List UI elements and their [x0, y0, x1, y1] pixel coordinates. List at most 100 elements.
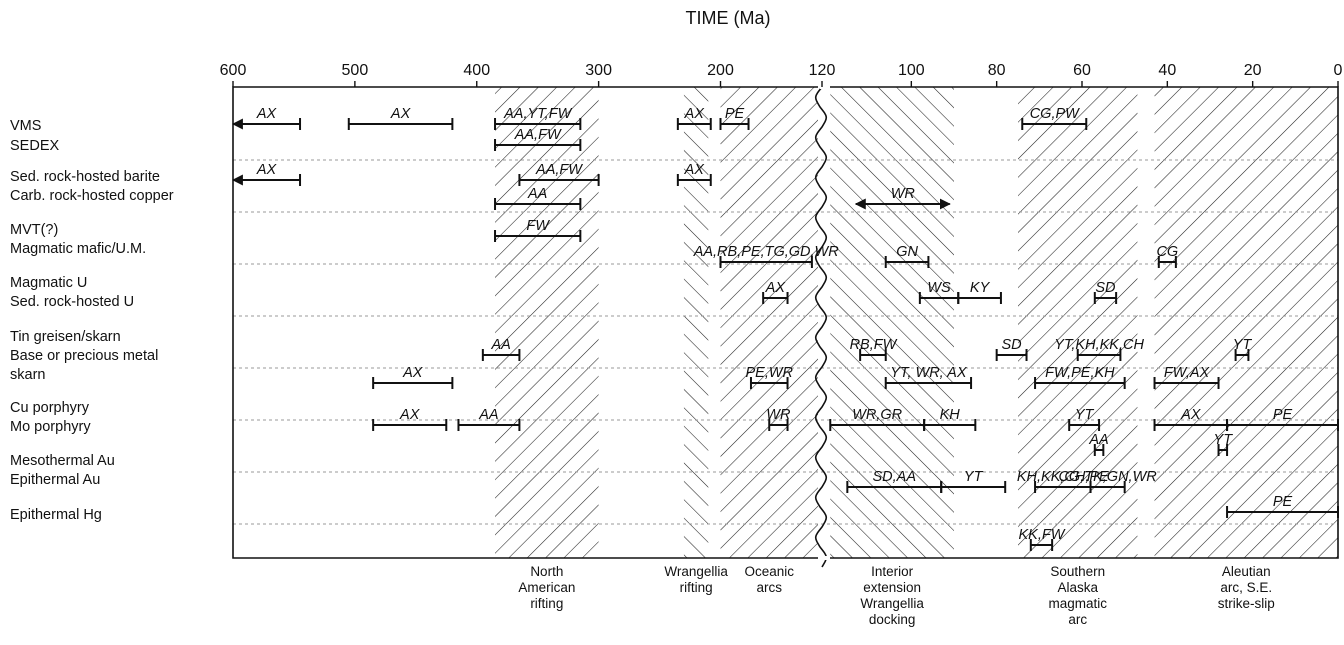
region-code-label-25: PE,WR [745, 365, 793, 381]
category-label: skarn [10, 367, 45, 383]
region-code-label-41: SD,AA [873, 469, 917, 485]
period-label-line: rifting [680, 580, 713, 595]
region-code-label-3: AX [684, 106, 706, 122]
period-label-line: Oceanic [744, 564, 794, 579]
tick-label-0: 0 [1334, 62, 1343, 79]
region-code-label-22: SD [1002, 337, 1022, 353]
time-axis: 600 500 400 300 200 120 100 80 60 40 20 0 [220, 62, 1343, 87]
region-code-label-9: AX [684, 162, 706, 178]
region-code-label-13: AA,RB,PE,TG,GD,WR [693, 244, 840, 260]
region-code-label-40: KH,KK,CH,PE [1017, 469, 1109, 485]
period-label-line: arc [1068, 612, 1087, 627]
region-code-label-11: WR [891, 186, 916, 202]
region-code-label-19: SD [1095, 280, 1115, 296]
region-code-label-33: WR,GR [852, 407, 902, 423]
region-code-label-14: GN [896, 244, 918, 260]
tick-label-400: 400 [463, 62, 490, 79]
region-code-label-39: YT [1214, 432, 1234, 448]
tick-label-500: 500 [342, 62, 369, 79]
category-label: Carb. rock-hosted copper [10, 188, 174, 204]
period-band-0 [495, 87, 599, 558]
tick-label-100: 100 [898, 62, 925, 79]
region-code-label-37: PE [1273, 407, 1293, 423]
region-code-label-4: PE [725, 106, 745, 122]
region-code-label-24: YT [1233, 337, 1253, 353]
region-code-label-5: CG,PW [1030, 106, 1080, 122]
period-label-line: Southern [1050, 564, 1105, 579]
category-label: Sed. rock-hosted barite [10, 169, 160, 185]
region-code-label-35: YT [1075, 407, 1095, 423]
period-label-line: magmatic [1048, 596, 1107, 611]
tick-label-60: 60 [1073, 62, 1091, 79]
period-label-line: docking [869, 612, 916, 627]
region-code-label-23: YT,KH,KK,CH [1054, 337, 1144, 353]
region-code-label-42: YT [964, 469, 984, 485]
period-label-line: Wrangellia [664, 564, 728, 579]
region-code-label-26: YT, WR, AX [890, 365, 968, 381]
region-code-label-27: FW,PE,KH [1045, 365, 1115, 381]
category-label: MVT(?) [10, 222, 58, 238]
region-code-label-21: RB,FW [850, 337, 898, 353]
tick-label-300: 300 [585, 62, 612, 79]
deposit-type-labels: VMS SEDEX Sed. rock-hosted barite Carb. roc… [10, 118, 174, 523]
region-code-label-32: WR [766, 407, 791, 423]
left-panel-border [232, 86, 818, 559]
region-code-label-31: AA [478, 407, 498, 423]
region-code-label-29: AX [402, 365, 424, 381]
region-code-label-6: AA,FW [514, 127, 562, 143]
period-label-line: arc, S.E. [1220, 580, 1272, 595]
category-label: Magmatic mafic/U.M. [10, 241, 146, 257]
period-label-line: arcs [756, 580, 782, 595]
region-code-label-43: CG,TK,GN,WR [1058, 469, 1157, 485]
period-label-line: strike-slip [1218, 596, 1275, 611]
category-label: Base or precious metal [10, 348, 158, 364]
region-code-label-28: FW,AX [1164, 365, 1211, 381]
region-code-label-44: PE [1273, 494, 1293, 510]
axis-break-gap-top [820, 85, 830, 89]
region-code-label-16: AX [765, 280, 787, 296]
category-label: Sed. rock-hosted U [10, 294, 134, 310]
period-band-3 [830, 87, 954, 558]
chart-title: TIME (Ma) [686, 8, 771, 28]
region-code-label-2: AA,YT,FW [503, 106, 572, 122]
period-label-line: extension [863, 580, 921, 595]
region-code-label-45: KK,FW [1019, 527, 1066, 543]
period-label-line: Wrangellia [860, 596, 924, 611]
tectonic-periods [495, 87, 1338, 558]
period-label-line: Aleutian [1222, 564, 1271, 579]
category-label: Mo porphyry [10, 419, 91, 435]
category-label: Mesothermal Au [10, 453, 115, 469]
tectonic-period-labels: NorthAmericanriftingWrangelliariftingOce… [518, 564, 1274, 627]
tick-label-80: 80 [988, 62, 1006, 79]
period-label-line: Alaska [1057, 580, 1098, 595]
category-label: Epithermal Au [10, 472, 100, 488]
tick-label-120: 120 [809, 62, 836, 79]
category-label: Tin greisen/skarn [10, 329, 121, 345]
region-code-label-30: AX [399, 407, 421, 423]
region-code-label-38: AA [1088, 432, 1108, 448]
deposit-age-ranges: AX AX AA,YT,FW AX PE CG,PW AA,FW AX AA,FW AX AA WR F… [231, 106, 1339, 551]
tick-label-600: 600 [220, 62, 247, 79]
category-label: Epithermal Hg [10, 507, 102, 523]
region-code-label-18: KY [970, 280, 991, 296]
region-code-label-7: AX [256, 162, 278, 178]
tick-label-40: 40 [1158, 62, 1176, 79]
period-band-5 [1154, 87, 1338, 558]
period-label-line: American [518, 580, 575, 595]
region-code-label-20: AA [490, 337, 510, 353]
period-label-line: rifting [530, 596, 563, 611]
category-label: SEDEX [10, 138, 59, 154]
tick-label-20: 20 [1244, 62, 1262, 79]
region-code-label-36: AX [1180, 407, 1202, 423]
axis-break-line [814, 86, 828, 568]
category-label: Cu porphyry [10, 400, 90, 416]
region-code-label-10: AA [527, 186, 547, 202]
region-code-label-1: AX [390, 106, 412, 122]
region-code-label-34: KH [940, 407, 961, 423]
region-code-label-8: AA,FW [535, 162, 583, 178]
axis-break-gap-bottom [820, 556, 830, 560]
period-band-4 [1018, 87, 1138, 558]
region-code-label-17: WS [927, 280, 951, 296]
tick-label-200: 200 [707, 62, 734, 79]
category-label: Magmatic U [10, 275, 87, 291]
